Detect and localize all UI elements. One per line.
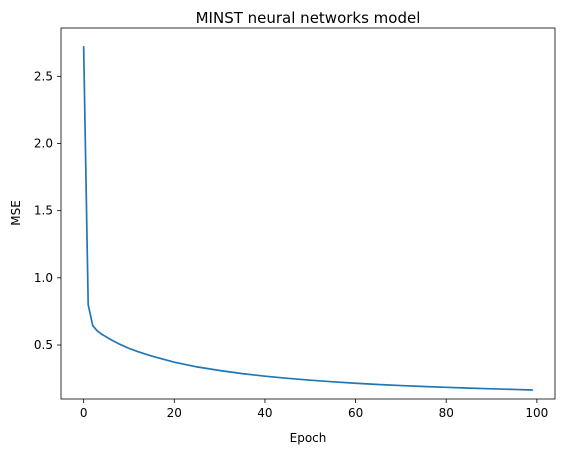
x-tick-label: 40 [257, 406, 272, 420]
y-tick-label: 2.0 [34, 137, 53, 151]
chart-title: MINST neural networks model [196, 9, 421, 27]
x-tick-label: 100 [525, 406, 548, 420]
x-axis-ticks: 0 20 40 60 80 100 [80, 399, 548, 420]
y-axis-label: MSE [9, 200, 23, 226]
series-line [82, 45, 534, 391]
x-tick-label: 20 [167, 406, 182, 420]
x-tick-label: 0 [80, 406, 88, 420]
x-tick-label: 60 [348, 406, 363, 420]
y-tick-label: 0.5 [34, 338, 53, 352]
y-tick-label: 1.0 [34, 271, 53, 285]
x-tick-label: 80 [439, 406, 454, 420]
x-axis-label: Epoch [290, 431, 327, 445]
plot-area: 0 20 40 60 80 100 0.5 1.0 1.5 2.0 2.5 [34, 27, 556, 420]
y-axis-ticks: 0.5 1.0 1.5 2.0 2.5 [34, 69, 61, 352]
y-tick-label: 1.5 [34, 204, 53, 218]
y-tick-label: 2.5 [34, 69, 53, 83]
plot-frame [60, 27, 556, 400]
